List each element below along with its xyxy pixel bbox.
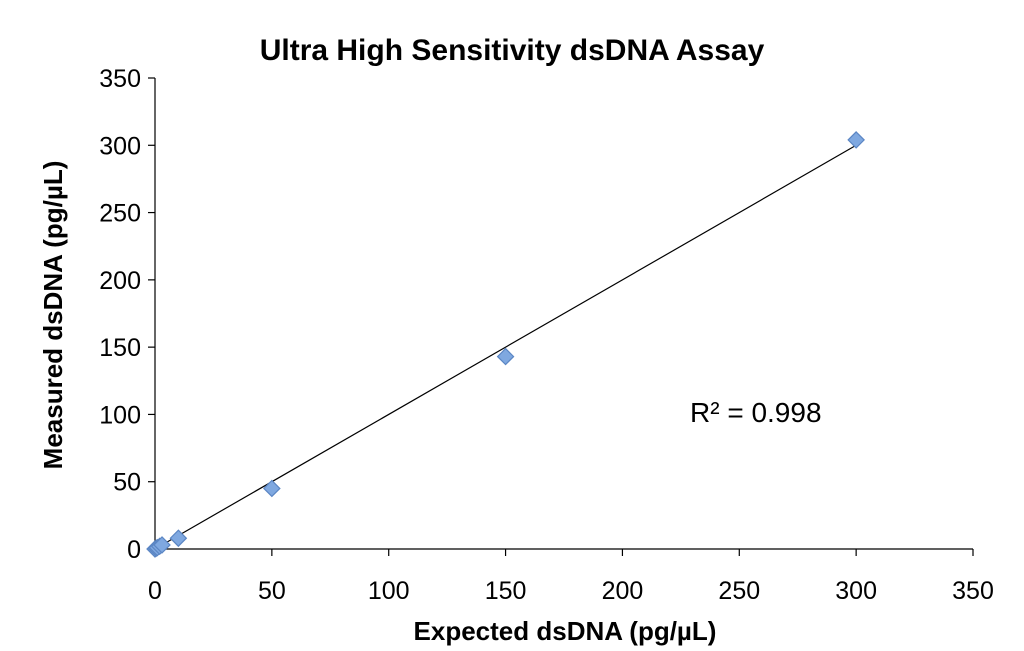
r-squared-annotation: R² = 0.998: [690, 397, 822, 428]
x-tick-label: 50: [258, 577, 286, 605]
x-tick-label: 0: [148, 577, 162, 605]
data-point: [847, 131, 865, 149]
x-axis-title: Expected dsDNA (pg/µL): [414, 616, 717, 646]
x-axis: 0 50 100 150 200 250 300 350: [148, 548, 994, 605]
x-tick-label: 250: [718, 577, 760, 605]
trendline: [154, 144, 857, 550]
x-tick-label: 200: [602, 577, 644, 605]
data-point: [169, 529, 188, 548]
y-tick-label: 350: [99, 65, 141, 93]
y-axis-title: Measured dsDNA (pg/µL): [38, 161, 68, 470]
y-tick-label: 150: [99, 334, 141, 362]
y-tick-label: 0: [127, 536, 141, 564]
x-tick-label: 100: [368, 577, 410, 605]
linear-trendline: [154, 144, 857, 550]
data-points: [146, 131, 865, 558]
x-tick-label: 350: [952, 577, 994, 605]
x-tick-label: 300: [835, 577, 877, 605]
data-point: [263, 479, 281, 498]
y-tick-label: 200: [99, 267, 141, 295]
data-point: [153, 536, 171, 554]
y-tick-label: 250: [99, 200, 141, 228]
y-tick-label: 50: [113, 469, 141, 497]
y-tick-label: 300: [99, 132, 141, 160]
chart-title: Ultra High Sensitivity dsDNA Assay: [260, 34, 765, 67]
y-tick-label: 100: [99, 401, 141, 429]
y-axis: 0 50 100 150 200 250 300 350: [99, 65, 156, 564]
x-tick-label: 150: [485, 577, 527, 605]
data-point: [496, 347, 515, 366]
